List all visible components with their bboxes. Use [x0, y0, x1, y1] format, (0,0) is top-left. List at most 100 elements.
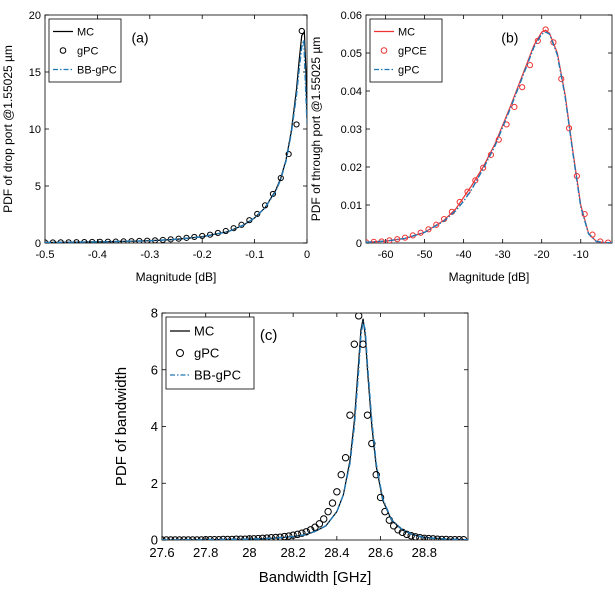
y-tick-label: 0.06 — [341, 10, 362, 22]
panel-label: (a) — [131, 29, 148, 45]
x-tick-label: 28.6 — [368, 545, 393, 560]
data-point — [480, 164, 487, 171]
y-tick-label: 2 — [151, 476, 158, 491]
data-point — [363, 411, 372, 419]
data-point — [320, 515, 328, 523]
x-tick-label: 27.6 — [149, 545, 174, 560]
y-tick-label: 0 — [356, 238, 362, 250]
data-point — [315, 520, 324, 528]
legend-label: BB-gPC — [77, 64, 117, 76]
data-point — [372, 471, 380, 479]
data-point — [341, 454, 350, 462]
legend-label: BB-gPC — [194, 368, 241, 383]
data-point — [355, 313, 363, 320]
data-point — [298, 27, 305, 35]
legend-marker — [380, 47, 388, 54]
data-point — [337, 471, 345, 479]
legend-box — [165, 316, 255, 390]
legend-label: gPC — [398, 64, 419, 76]
x-tick-label: -40 — [456, 249, 472, 261]
legend-box — [369, 18, 443, 83]
legend-label: MC — [398, 26, 415, 38]
x-axis-label: Magnitude [dB] — [449, 270, 530, 284]
legend-label: gPC — [194, 346, 219, 361]
x-tick-label: -0.1 — [245, 249, 264, 261]
y-tick-label: 20 — [29, 10, 41, 22]
x-tick-label: -60 — [378, 249, 394, 261]
legend-label: MC — [77, 26, 94, 38]
x-tick-label: -50 — [417, 249, 433, 261]
x-tick-label: 28.4 — [324, 545, 349, 560]
y-tick-label: 5 — [35, 181, 41, 193]
x-tick-label: 27.8 — [193, 545, 218, 560]
data-point — [376, 493, 385, 502]
data-point — [389, 522, 398, 530]
data-point — [346, 411, 354, 419]
legend-label: gPC — [77, 45, 98, 57]
y-tick-label: 0 — [35, 238, 41, 250]
data-point — [403, 530, 411, 539]
data-point — [285, 150, 292, 158]
x-tick-label: -10 — [573, 249, 589, 261]
y-tick-label: 0 — [151, 533, 158, 548]
y-axis-label: PDF of through port @1.55025 µm — [309, 37, 323, 222]
y-tick-label: 4 — [151, 419, 158, 434]
data-point — [302, 528, 310, 536]
x-tick-label: -20 — [534, 249, 550, 261]
data-point — [199, 232, 206, 240]
data-point — [565, 125, 573, 132]
x-tick-label: 0 — [304, 249, 310, 261]
y-tick-label: 0.02 — [341, 162, 362, 174]
data-point — [511, 103, 518, 111]
x-tick-label: 28.8 — [412, 545, 437, 560]
x-tick-label: 28.2 — [280, 545, 305, 560]
panel-label: (c) — [260, 327, 278, 344]
data-point — [293, 530, 302, 539]
series-layer — [45, 27, 307, 243]
series-line-gPC — [366, 31, 612, 243]
data-point — [289, 531, 297, 539]
y-tick-label: 0.01 — [341, 200, 362, 212]
chart-panel-b: -60 -50 -40 -30 -20 -10 0 0.01 0.02 0.03 0.04 0.05 0… — [309, 10, 613, 284]
x-tick-label: -30 — [495, 249, 511, 261]
data-point — [433, 535, 442, 540]
data-point — [328, 499, 337, 507]
x-tick-label: 28 — [242, 545, 256, 560]
x-axis-label: Bandwidth [GHz] — [259, 569, 372, 586]
y-tick-label: 0.04 — [341, 86, 362, 98]
data-point — [429, 535, 437, 540]
legend-box — [48, 18, 122, 83]
y-tick-label: 0.03 — [341, 124, 362, 136]
data-point — [495, 136, 502, 143]
panel-label: (b) — [501, 29, 518, 45]
y-tick-label: 0.05 — [341, 48, 362, 60]
legend-label: gPCE — [398, 45, 427, 57]
data-point — [293, 121, 300, 128]
data-point — [298, 529, 306, 537]
data-point — [254, 210, 261, 218]
data-point — [206, 231, 214, 238]
y-axis-label: PDF of drop port @1.55025 µm — [1, 45, 15, 213]
data-point — [277, 174, 284, 182]
y-tick-label: 15 — [29, 67, 41, 79]
data-point — [324, 507, 332, 516]
data-point — [280, 532, 289, 540]
data-point — [581, 211, 588, 218]
x-tick-label: -0.3 — [140, 249, 159, 261]
x-axis-label: Magnitude [dB] — [136, 270, 217, 284]
data-point — [420, 534, 428, 540]
data-point — [534, 37, 541, 44]
y-tick-label: 8 — [151, 306, 158, 321]
legend: MC gPCE gPC — [369, 18, 443, 83]
legend: MC gPC BB-gPC — [165, 316, 255, 390]
y-tick-label: 6 — [151, 362, 158, 377]
data-point — [411, 533, 420, 540]
series-layer — [366, 26, 612, 243]
data-point — [519, 84, 526, 91]
data-point — [350, 340, 359, 348]
legend-marker — [176, 349, 184, 357]
data-point — [333, 488, 341, 496]
data-point — [276, 533, 284, 540]
x-tick-label: -0.2 — [193, 249, 212, 261]
